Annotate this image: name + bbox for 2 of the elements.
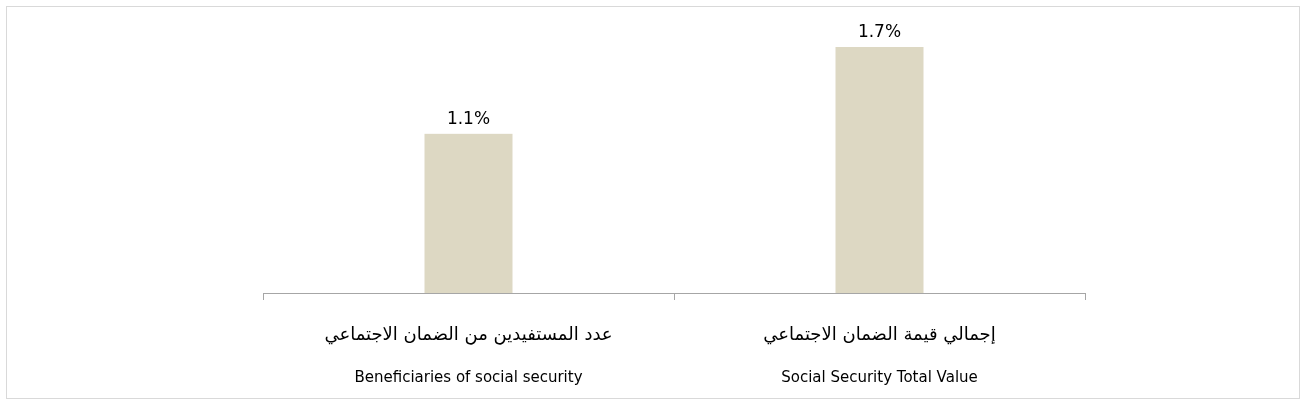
data-label: 1.1%	[446, 107, 491, 128]
data-label: 1.7%	[857, 21, 902, 41]
